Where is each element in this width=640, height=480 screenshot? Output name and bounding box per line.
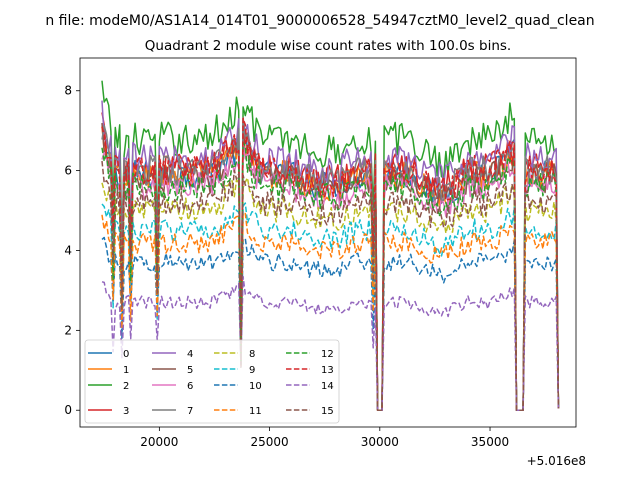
- legend-label-1: 1: [123, 365, 129, 376]
- legend-label-2: 2: [123, 381, 129, 392]
- legend-label-3: 3: [123, 406, 129, 417]
- x-tick-label: 25000: [250, 435, 288, 449]
- plot-area-frame: [79, 57, 577, 428]
- x-offset-label: +5.016e8: [527, 454, 586, 468]
- legend-label-13: 13: [321, 365, 334, 376]
- legend-label-6: 6: [187, 381, 193, 392]
- series-line-module-12: [101, 141, 560, 411]
- chart-title: Quadrant 2 module wise count rates with …: [145, 38, 511, 54]
- x-axis: 20000 25000 30000 35000: [140, 427, 509, 449]
- legend-label-0: 0: [123, 349, 129, 360]
- legend-label-4: 4: [187, 349, 193, 360]
- series-line-module-6: [101, 141, 560, 411]
- legend-label-10: 10: [249, 381, 262, 392]
- legend-frame: [84, 339, 340, 424]
- legend-label-12: 12: [321, 349, 334, 360]
- series-line-module-9: [101, 202, 560, 411]
- x-tick-label: 30000: [361, 435, 399, 449]
- series-line-module-15: [101, 160, 560, 411]
- x-tick-label: 35000: [471, 435, 509, 449]
- series-line-module-2: [101, 80, 560, 411]
- series-lines: [101, 80, 560, 411]
- legend-label-14: 14: [321, 381, 334, 392]
- legend-label-7: 7: [187, 406, 193, 417]
- legend-label-5: 5: [187, 365, 193, 376]
- series-line-module-11: [101, 212, 560, 411]
- figure-suptitle: n file: modeM0/AS1A14_014T01_9000006528_…: [45, 13, 594, 29]
- y-tick-label: 2: [64, 323, 72, 337]
- y-tick-label: 8: [64, 84, 72, 98]
- legend-label-11: 11: [249, 406, 262, 417]
- y-tick-label: 6: [64, 164, 72, 178]
- series-line-module-13: [101, 117, 560, 411]
- y-tick-label: 0: [64, 403, 72, 417]
- legend-label-15: 15: [321, 406, 334, 417]
- x-tick-label: 20000: [140, 435, 178, 449]
- series-line-module-10: [101, 236, 560, 411]
- y-axis: 0 2 4 6 8: [64, 84, 80, 417]
- legend-label-8: 8: [249, 349, 255, 360]
- y-tick-label: 4: [64, 243, 72, 257]
- series-line-module-14: [101, 275, 560, 411]
- series-line-module-8: [101, 177, 560, 411]
- legend-label-9: 9: [249, 365, 255, 376]
- series-line-module-7: [101, 116, 560, 411]
